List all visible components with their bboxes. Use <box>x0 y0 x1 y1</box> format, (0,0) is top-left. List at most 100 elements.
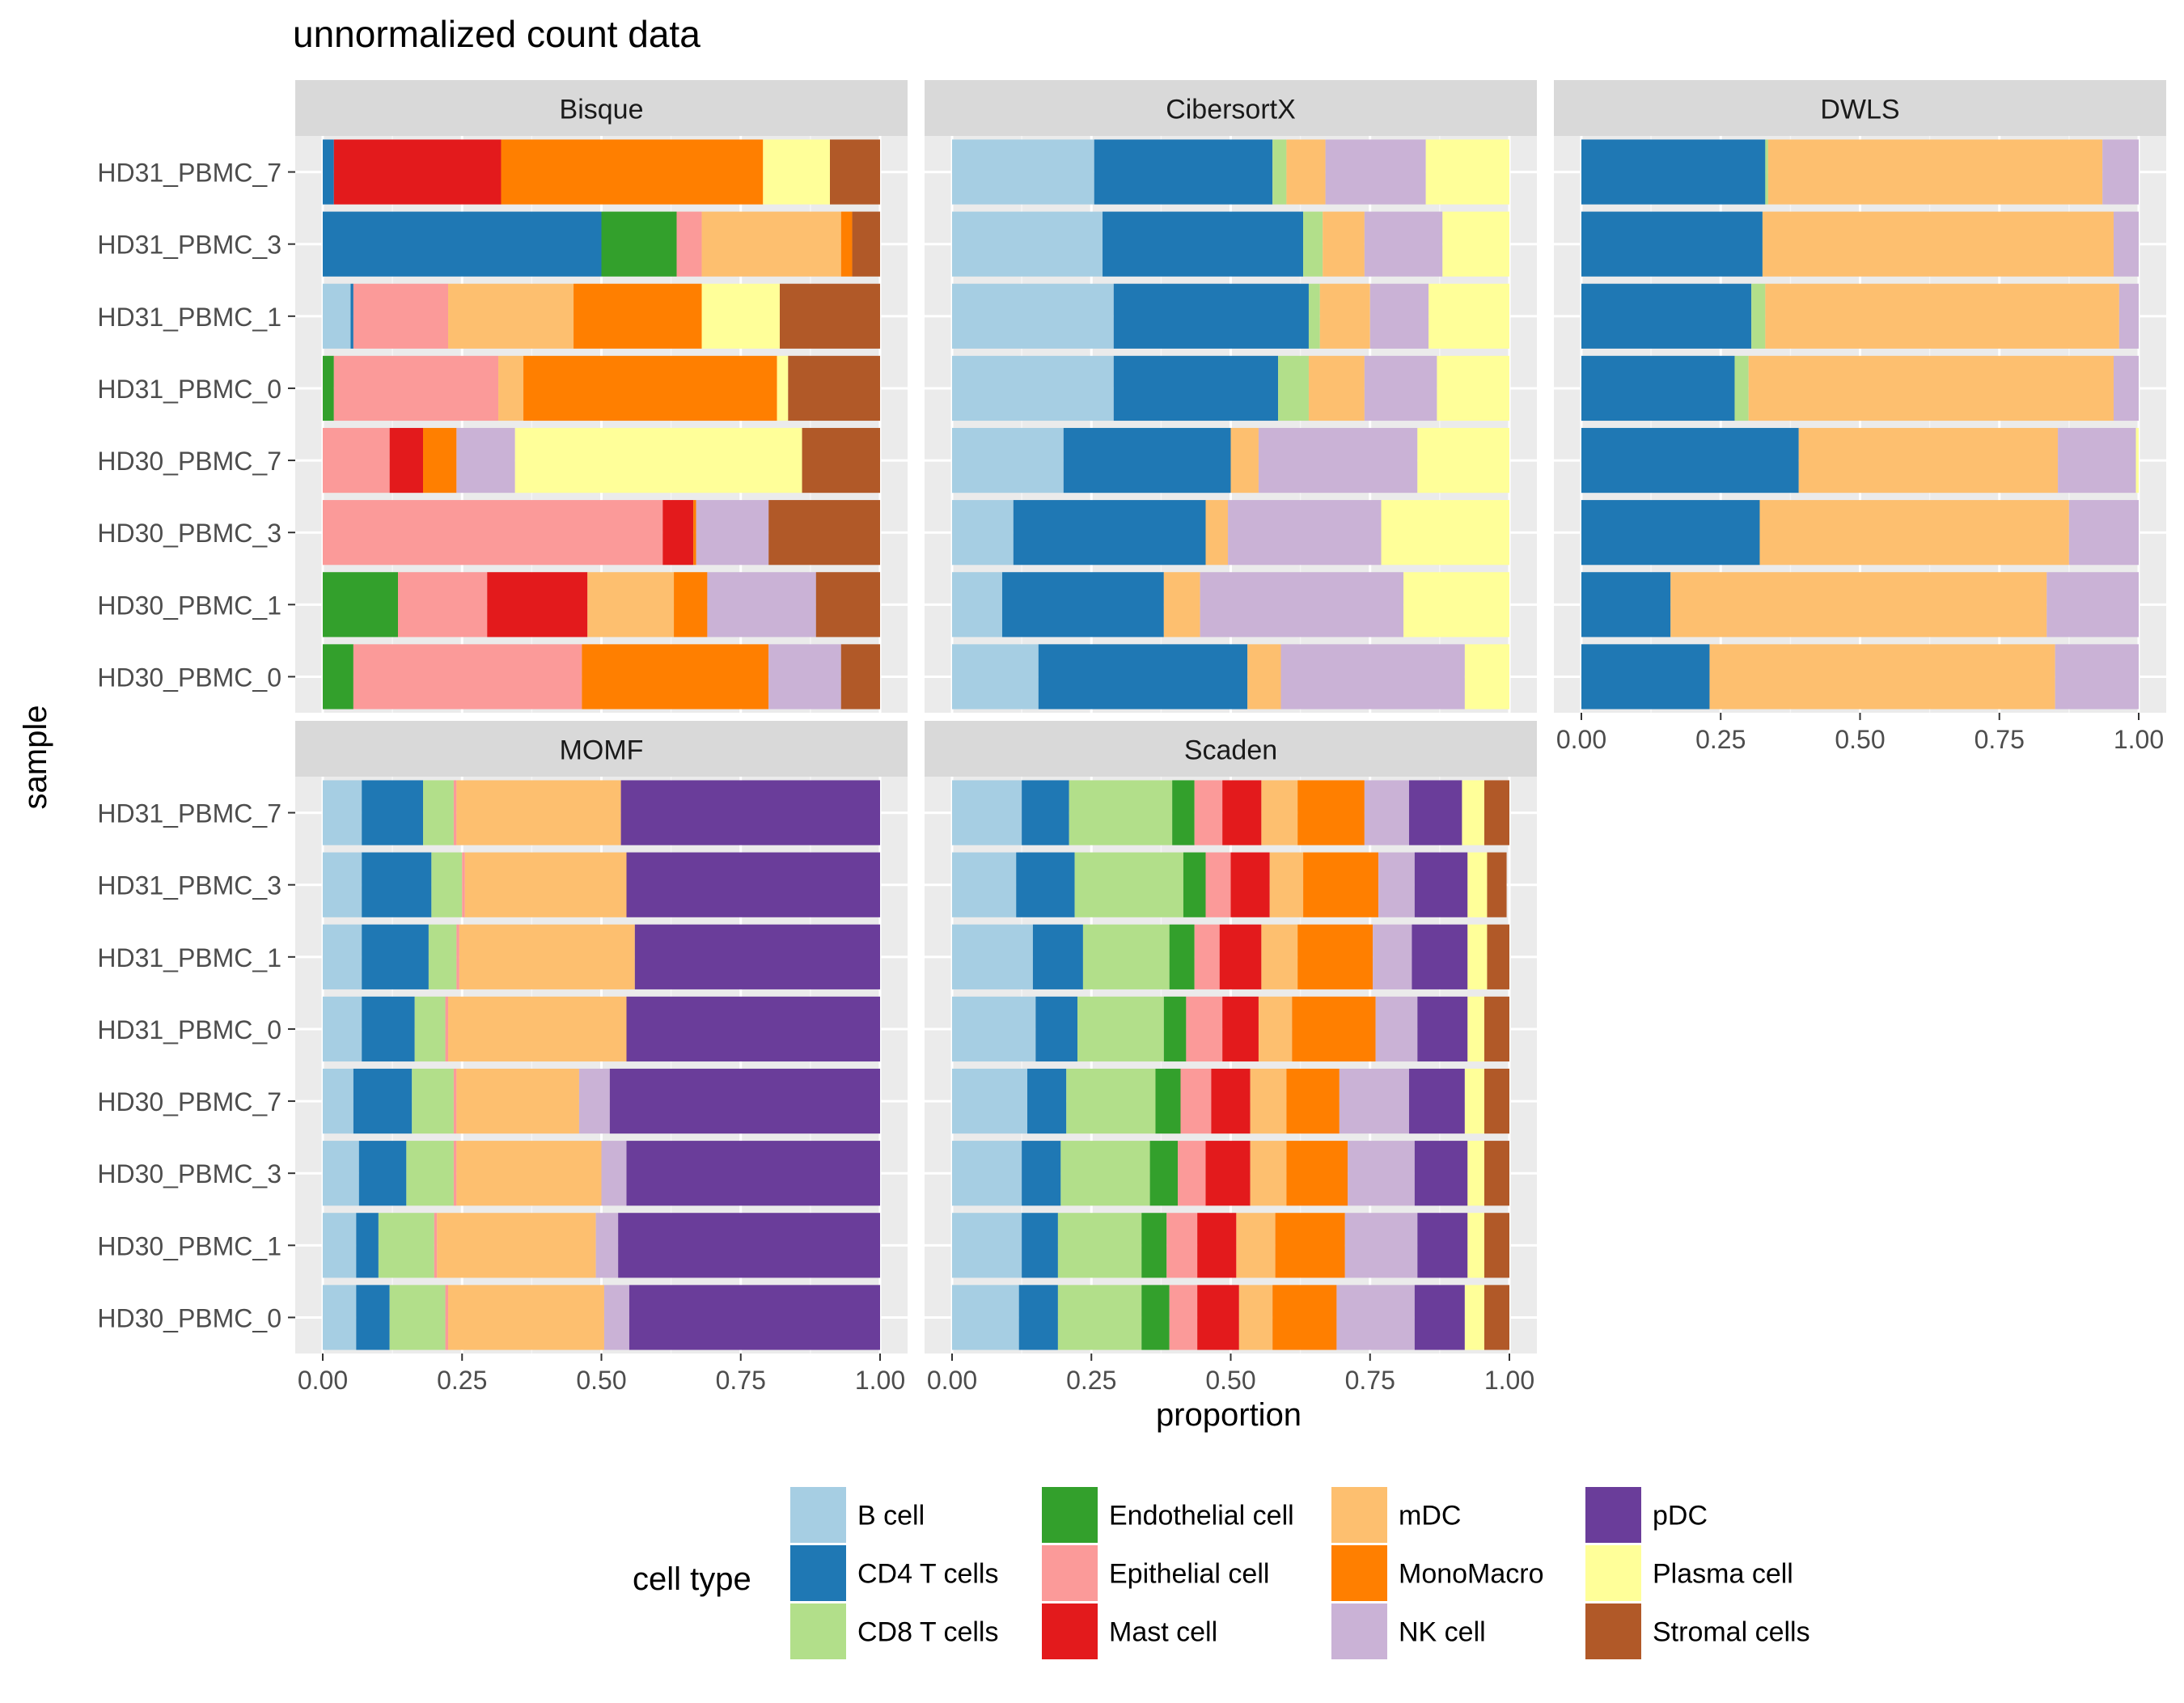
y-tick-label: HD30_PBMC_0 <box>97 663 281 692</box>
legend-key-mast-cell <box>1042 1603 1098 1659</box>
bar-cibersortx-hd31-pbmc-0-nk-cell <box>1364 355 1437 422</box>
bar-scaden-hd30-pbmc-3-mast-cell <box>1205 1141 1251 1206</box>
bar-cibersortx-hd30-pbmc-0-cd4-t-cells <box>1038 644 1248 710</box>
bar-dwls-hd31-pbmc-0-cd4-t-cells <box>1581 355 1735 422</box>
bar-cibersortx-hd31-pbmc-0-cd4-t-cells <box>1113 355 1279 422</box>
bar-bisque-hd31-pbmc-0-monomacro <box>523 355 777 422</box>
bar-scaden-hd31-pbmc-0-endothelial-cell <box>1163 996 1187 1062</box>
bar-scaden-hd30-pbmc-7-b-cell <box>952 1068 1028 1134</box>
bar-scaden-hd31-pbmc-7-pdc <box>1408 780 1462 845</box>
bar-momf-hd30-pbmc-1-cd4-t-cells <box>356 1213 379 1278</box>
bar-bisque-hd31-pbmc-7-plasma-cell <box>763 139 830 205</box>
bar-bisque-hd30-pbmc-7-nk-cell <box>456 427 515 494</box>
bar-cibersortx-hd30-pbmc-7-mdc <box>1230 427 1259 494</box>
bar-scaden-hd30-pbmc-0-stromal-cells <box>1484 1285 1509 1350</box>
legend-key-epithelial-cell <box>1042 1545 1098 1601</box>
bar-dwls-hd30-pbmc-0-mdc <box>1709 644 2055 710</box>
bar-scaden-hd31-pbmc-1-mdc <box>1261 924 1298 989</box>
bars-dwls <box>1581 139 2139 710</box>
bar-momf-hd31-pbmc-0-b-cell <box>323 996 362 1062</box>
bar-cibersortx-hd30-pbmc-1-mdc <box>1163 572 1200 638</box>
bar-scaden-hd30-pbmc-7-epithelial-cell <box>1180 1068 1212 1134</box>
strip-label-bisque: Bisque <box>560 95 644 125</box>
bar-dwls-hd31-pbmc-3-nk-cell <box>2113 211 2139 277</box>
bar-bisque-hd31-pbmc-7-monomacro <box>501 139 764 205</box>
strip-label-scaden: Scaden <box>1184 735 1277 766</box>
bar-momf-hd31-pbmc-0-cd4-t-cells <box>362 996 415 1062</box>
bar-dwls-hd31-pbmc-1-nk-cell <box>2118 283 2139 349</box>
bar-momf-hd30-pbmc-7-b-cell <box>323 1068 353 1134</box>
bar-bisque-hd30-pbmc-0-nk-cell <box>768 644 841 710</box>
bar-momf-hd31-pbmc-7-pdc <box>620 780 880 845</box>
bar-dwls-hd30-pbmc-1-nk-cell <box>2046 572 2139 638</box>
bar-cibersortx-hd30-pbmc-1-cd4-t-cells <box>1002 572 1164 638</box>
bar-scaden-hd30-pbmc-1-plasma-cell <box>1467 1213 1484 1278</box>
bar-momf-hd30-pbmc-7-mdc <box>456 1068 579 1134</box>
y-tick-label: HD31_PBMC_0 <box>97 375 281 404</box>
bar-bisque-hd31-pbmc-1-mdc <box>448 283 574 349</box>
bar-momf-hd31-pbmc-3-mdc <box>464 852 627 917</box>
bar-momf-hd31-pbmc-3-epithelial-cell <box>462 852 465 917</box>
legend-label-endothelial-cell: Endothelial cell <box>1109 1501 1294 1531</box>
bar-cibersortx-hd30-pbmc-7-cd4-t-cells <box>1063 427 1231 494</box>
y-tick-label: HD31_PBMC_1 <box>97 943 281 972</box>
bar-dwls-hd31-pbmc-1-mdc <box>1765 283 2119 349</box>
bar-cibersortx-hd31-pbmc-3-cd4-t-cells <box>1103 211 1304 277</box>
bar-momf-hd31-pbmc-0-pdc <box>626 996 880 1062</box>
bar-cibersortx-hd31-pbmc-3-mdc <box>1323 211 1365 277</box>
panel-momf: MOMF HD31_PBMC_7 HD31_PBMC_3 HD31_PBMC_1 HD3… <box>97 721 908 1395</box>
bar-bisque-hd31-pbmc-7-mast-cell <box>333 139 502 205</box>
bar-scaden-hd30-pbmc-0-cd4-t-cells <box>1018 1285 1058 1350</box>
bar-scaden-hd31-pbmc-3-stromal-cells <box>1487 852 1507 917</box>
bar-scaden-hd31-pbmc-0-cd4-t-cells <box>1035 996 1078 1062</box>
bar-dwls-hd30-pbmc-3-mdc <box>1759 500 2069 566</box>
bar-momf-hd31-pbmc-3-pdc <box>626 852 880 917</box>
bar-scaden-hd30-pbmc-7-plasma-cell <box>1464 1068 1484 1134</box>
bar-scaden-hd30-pbmc-1-nk-cell <box>1344 1213 1418 1278</box>
bar-scaden-hd31-pbmc-3-mast-cell <box>1230 852 1270 917</box>
bar-scaden-hd30-pbmc-1-cd4-t-cells <box>1022 1213 1058 1278</box>
bar-scaden-hd30-pbmc-0-plasma-cell <box>1464 1285 1484 1350</box>
bar-bisque-hd31-pbmc-1-epithelial-cell <box>353 283 449 349</box>
bar-scaden-hd30-pbmc-0-nk-cell <box>1336 1285 1415 1350</box>
bar-scaden-hd31-pbmc-3-monomacro <box>1303 852 1379 917</box>
bar-scaden-hd30-pbmc-7-nk-cell <box>1339 1068 1409 1134</box>
bar-scaden-hd31-pbmc-3-cd8-t-cells <box>1074 852 1183 917</box>
bar-cibersortx-hd30-pbmc-7-b-cell <box>952 427 1064 494</box>
bar-momf-hd30-pbmc-3-nk-cell <box>601 1141 627 1206</box>
bar-scaden-hd30-pbmc-3-cd4-t-cells <box>1022 1141 1061 1206</box>
bar-scaden-hd31-pbmc-7-stromal-cells <box>1484 780 1509 845</box>
bar-momf-hd30-pbmc-7-cd4-t-cells <box>353 1068 413 1134</box>
bar-cibersortx-hd31-pbmc-0-mdc <box>1308 355 1365 422</box>
x-tick-label: 0.50 <box>1835 725 1885 754</box>
bar-scaden-hd31-pbmc-1-b-cell <box>952 924 1033 989</box>
bar-scaden-hd31-pbmc-1-cd4-t-cells <box>1032 924 1083 989</box>
bars-bisque <box>323 139 880 710</box>
bar-momf-hd31-pbmc-1-b-cell <box>323 924 362 989</box>
bar-scaden-hd30-pbmc-7-pdc <box>1408 1068 1465 1134</box>
bar-momf-hd31-pbmc-1-epithelial-cell <box>456 924 459 989</box>
bar-scaden-hd31-pbmc-1-mast-cell <box>1219 924 1262 989</box>
bar-cibersortx-hd31-pbmc-0-cd8-t-cells <box>1278 355 1309 422</box>
bars-momf <box>323 780 880 1350</box>
bar-dwls-hd30-pbmc-1-cd4-t-cells <box>1581 572 1671 638</box>
bar-cibersortx-hd31-pbmc-3-cd8-t-cells <box>1303 211 1323 277</box>
bar-scaden-hd30-pbmc-7-cd8-t-cells <box>1066 1068 1156 1134</box>
bar-dwls-hd31-pbmc-7-nk-cell <box>2102 139 2139 205</box>
bar-momf-hd31-pbmc-0-mdc <box>448 996 627 1062</box>
x-tick-label: 0.50 <box>576 1366 626 1395</box>
bar-scaden-hd30-pbmc-3-stromal-cells <box>1484 1141 1509 1206</box>
bar-scaden-hd30-pbmc-1-mdc <box>1236 1213 1276 1278</box>
bar-dwls-hd31-pbmc-1-cd4-t-cells <box>1581 283 1752 349</box>
bar-momf-hd31-pbmc-1-cd8-t-cells <box>428 924 457 989</box>
bar-cibersortx-hd31-pbmc-0-b-cell <box>952 355 1114 422</box>
legend-title: cell type <box>633 1561 751 1597</box>
bar-momf-hd30-pbmc-1-nk-cell <box>595 1213 619 1278</box>
bar-scaden-hd31-pbmc-3-b-cell <box>952 852 1017 917</box>
legend-label-plasma-cell: Plasma cell <box>1653 1559 1793 1590</box>
strip-momf <box>295 721 908 777</box>
bar-scaden-hd31-pbmc-3-endothelial-cell <box>1183 852 1206 917</box>
bar-scaden-hd30-pbmc-3-monomacro <box>1286 1141 1348 1206</box>
